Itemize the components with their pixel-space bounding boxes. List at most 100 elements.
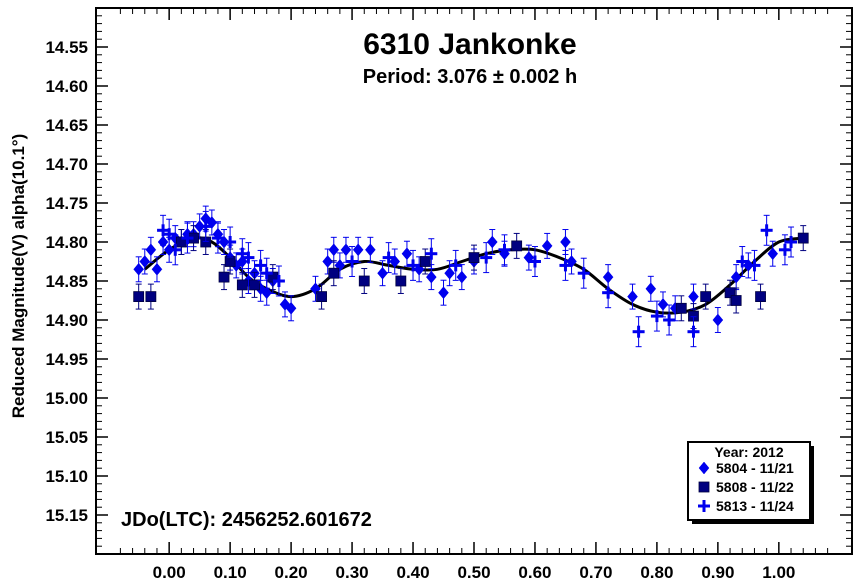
y-tick-label: 14.75 [45,194,88,213]
data-points-layer [133,205,809,348]
legend-entry-label: 5813 - 11/24 [716,498,794,514]
y-tick-label: 15.15 [45,506,88,525]
data-point-diamond [145,243,157,257]
data-point-diamond [645,282,657,296]
data-point-diamond [712,313,724,327]
data-point-diamond [541,239,553,253]
x-tick-label: 0.20 [275,563,308,582]
data-point-diamond [340,243,352,257]
data-point-square [700,291,712,303]
data-point-plus [449,259,462,272]
data-point-plus [272,275,285,287]
data-point-square [316,291,327,303]
data-point-square [468,252,480,264]
data-point-diamond [438,286,449,300]
y-tick-label: 14.60 [45,77,88,96]
data-point-diamond [560,235,571,249]
series-plus [157,210,798,348]
legend-marker-plus [698,500,710,512]
data-point-diamond [767,247,779,261]
x-tick-label: 0.30 [336,563,369,582]
axis-ticks: 0.00 0.10 0.20 0.30 0.40 0.50 0.60 0.70 0.80 0.90… [45,8,852,582]
data-point-square [218,271,230,283]
data-point-plus [778,243,791,256]
data-point-plus [632,325,645,338]
data-point-plus [242,251,255,264]
data-point-square [133,291,145,303]
y-tick-label: 14.85 [45,272,88,291]
y-tick-label: 14.80 [45,233,88,252]
epoch-annotation: JDo(LTC): 2456252.601672 [121,509,372,531]
data-point-plus [602,286,615,299]
data-point-diamond [322,255,334,268]
data-point-square [328,267,340,279]
data-point-plus [254,259,267,272]
data-point-plus [559,259,572,272]
series-square [133,225,809,330]
data-point-diamond [133,262,145,276]
data-point-square [797,232,809,244]
data-point-diamond [486,235,498,249]
y-tick-label: 15.00 [45,389,88,408]
x-tick-label: 0.70 [579,563,612,582]
data-point-plus [260,267,273,280]
x-tick-label: 0.10 [214,563,247,582]
x-tick-label: 0.90 [701,563,734,582]
data-point-square [358,275,370,287]
y-tick-label: 14.55 [45,38,88,57]
data-point-diamond [377,266,388,280]
data-point-square [730,295,742,306]
legend-entries: 5804 - 11/21 5808 - 11/22 5813 - 11/24 [698,460,794,514]
data-point-square [511,240,523,252]
data-point-diamond [194,220,205,233]
x-tick-label: 1.00 [762,563,795,582]
x-tick-label: 0.50 [457,563,490,582]
legend-marker-square [698,481,710,493]
data-point-plus [211,232,224,245]
data-point-square [419,256,431,267]
data-point-plus [224,236,237,248]
data-point-plus [169,243,182,256]
data-point-diamond [261,286,273,300]
data-point-diamond [425,270,437,284]
legend-title: Year: 2012 [714,444,783,460]
data-point-plus [236,247,249,260]
data-point-diamond [328,243,340,257]
data-point-plus [407,259,420,272]
chart-title: 6310 Jankonke [363,28,576,61]
data-point-square [249,279,260,291]
legend: Year: 2012 5804 - 11/21 5808 - 11/22 5813 … [687,441,814,524]
data-point-plus [498,243,511,256]
y-tick-label: 14.70 [45,155,88,174]
data-point-square [395,275,407,287]
data-point-diamond [456,270,468,284]
data-point-plus [157,224,170,237]
x-tick-label: 0.60 [518,563,551,582]
data-point-plus [687,325,700,338]
data-point-plus [480,251,493,264]
data-point-square [724,287,736,299]
data-point-diamond [401,247,413,261]
data-point-plus [736,255,749,268]
data-point-diamond [365,243,376,257]
data-point-plus [346,255,359,268]
data-point-plus [650,310,663,323]
data-point-diamond [730,270,742,284]
data-point-diamond [352,243,364,257]
data-point-square [675,302,687,314]
data-point-plus [528,255,541,268]
legend-shadow-right [810,446,814,524]
data-point-square [145,291,157,303]
chart-subtitle: Period: 3.076 ± 0.002 h [363,66,577,88]
data-point-diamond [151,262,163,276]
data-point-plus [425,247,438,260]
data-point-diamond [444,266,455,280]
y-tick-label: 14.90 [45,311,88,330]
data-point-plus [748,259,761,272]
data-point-plus [760,224,773,237]
data-point-diamond [627,290,638,303]
y-tick-label: 15.10 [45,467,88,486]
data-point-plus [785,236,798,248]
legend-entry-label: 5804 - 11/21 [716,460,794,476]
y-axis-label: Reduced Magnitude(V) alpha(10.1°) [9,134,28,419]
